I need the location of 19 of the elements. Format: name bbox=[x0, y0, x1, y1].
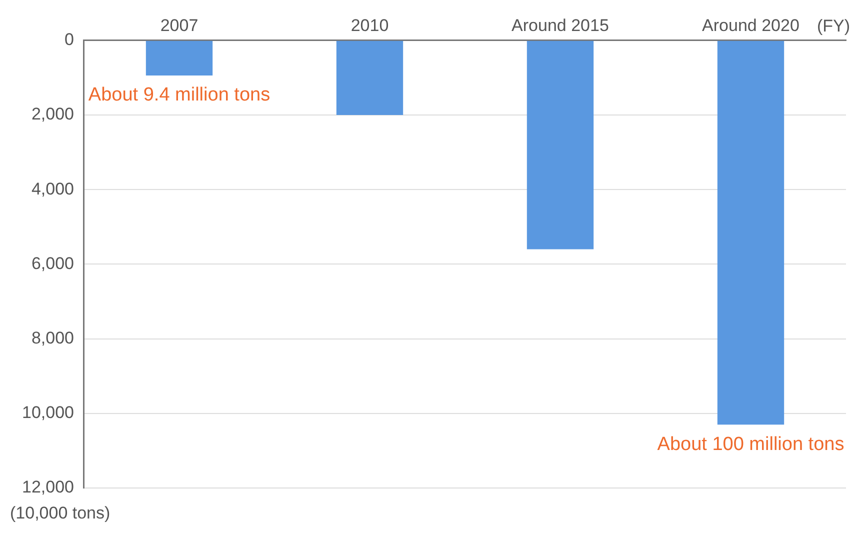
x-axis-title: (FY) bbox=[816, 16, 850, 36]
y-tick-label: 8,000 bbox=[31, 328, 74, 348]
y-tick-label: 2,000 bbox=[31, 104, 74, 124]
bar bbox=[336, 40, 404, 115]
y-tick-label: 12,000 bbox=[22, 478, 74, 497]
x-tick-label: Around 2020 bbox=[702, 16, 800, 35]
y-tick-label: 4,000 bbox=[31, 179, 74, 198]
bar bbox=[526, 40, 594, 250]
y-tick-label: 0 bbox=[64, 30, 74, 50]
bar bbox=[146, 40, 213, 76]
y-axis-title: (10,000 tons) bbox=[10, 504, 110, 523]
annotation: About 100 million tons bbox=[657, 434, 844, 455]
x-tick-label: Around 2015 bbox=[512, 16, 609, 35]
y-tick-label: 6,000 bbox=[31, 254, 74, 273]
bar bbox=[717, 40, 784, 425]
annotation: About 9.4 million tons bbox=[88, 84, 270, 106]
y-tick-label: 10,000 bbox=[22, 403, 74, 422]
x-tick-label: 2007 bbox=[160, 16, 198, 35]
x-tick-label: 2010 bbox=[350, 16, 389, 35]
